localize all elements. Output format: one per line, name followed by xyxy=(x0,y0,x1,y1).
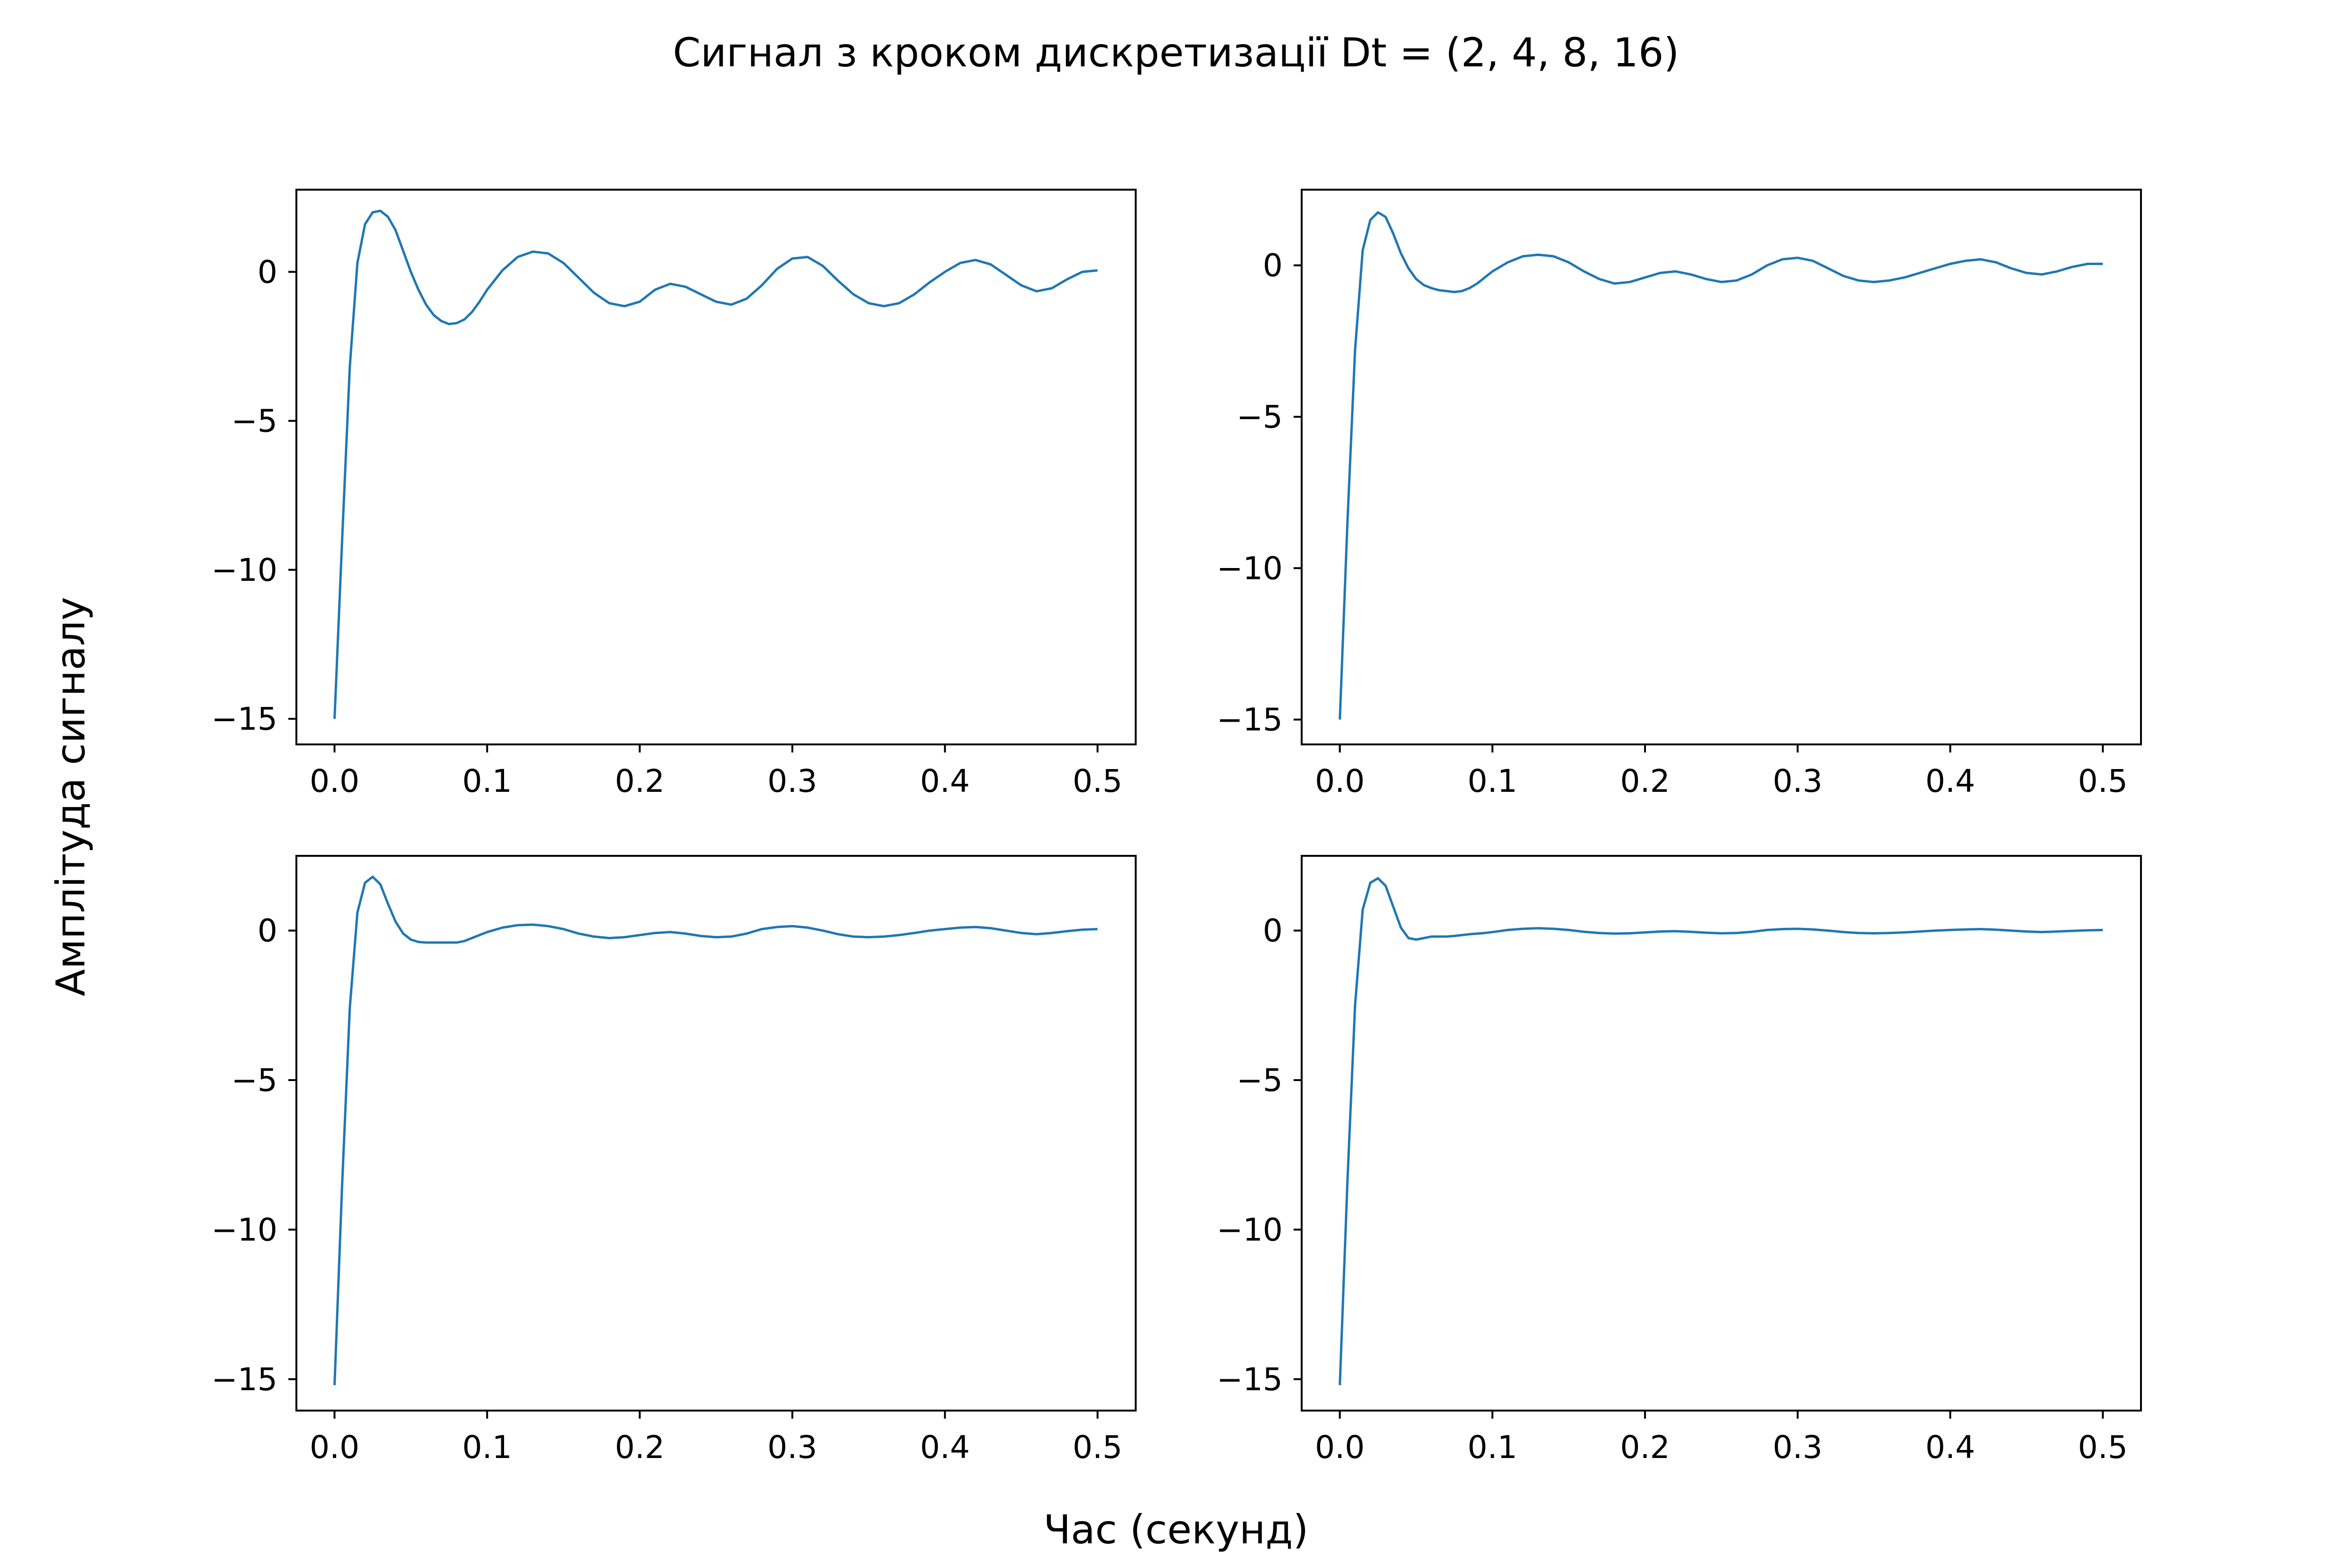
subplot-1-ytick-label: −15 xyxy=(211,701,277,737)
subplot-2-xtick-label: 0.4 xyxy=(1925,763,1975,799)
subplot-4-axes-frame xyxy=(1301,855,2142,1412)
subplot-4-series-line-1 xyxy=(1339,877,2103,1385)
subplot-4-ytick-label: 0 xyxy=(1263,913,1283,949)
subplot-1-series-line-1 xyxy=(333,210,1098,719)
subplot-2: 0.0 0.1 0.2 0.3 0.4 0.5 −15 −10 −5 0 xyxy=(1217,189,2142,799)
subplot-1-xtick-label: 0.4 xyxy=(920,763,970,799)
subplot-1-xtick-label: 0.1 xyxy=(462,763,512,799)
subplot-2-series-line-1 xyxy=(1339,211,2103,720)
subplots-grid: 0.0 0.1 0.2 0.3 0.4 0.5−15−10−500.0 0.1 0.2 0.3 0… xyxy=(211,189,2142,1466)
subplot-2-xtick-label: 0.0 xyxy=(1315,763,1365,799)
subplot-1-xtick-label: 0.5 xyxy=(1073,763,1122,799)
subplot-2-ytick-label: 0 xyxy=(1263,248,1283,284)
subplot-4-xtick-label: 0.1 xyxy=(1468,1429,1517,1466)
subplot-4-xtick-label: 0.5 xyxy=(2078,1429,2128,1466)
subplot-2-ytick-label: −10 xyxy=(1217,550,1283,587)
subplot-3-xtick-label: 0.4 xyxy=(920,1429,970,1466)
subplot-3-ytick-label: −5 xyxy=(231,1062,277,1099)
subplot-4-xtick-label: 0.0 xyxy=(1315,1429,1365,1466)
subplot-2-ytick-label: −15 xyxy=(1217,702,1283,738)
subplot-3: 0.0 0.1 0.2 0.3 0.4 0.5 −15 −10 −5 0 xyxy=(211,855,1137,1466)
subplot-3-axes-frame xyxy=(295,855,1137,1412)
subplot-2-xtick-label: 0.1 xyxy=(1468,763,1517,799)
subplot-1-xtick-label: 0.2 xyxy=(615,763,665,799)
subplot-1-xtick-label: 0.3 xyxy=(767,763,817,799)
subplot-4-ytick-label: −15 xyxy=(1217,1361,1283,1398)
subplot-4-ytick-label: −5 xyxy=(1237,1062,1283,1099)
subplot-4: 0.0 0.1 0.2 0.3 0.4 0.5 −15 −10 −5 0 xyxy=(1217,855,2142,1466)
figure-ylabel: Амплітуда сигналу xyxy=(47,597,94,996)
subplot-3-xtick-label: 0.5 xyxy=(1073,1429,1122,1466)
subplot-3-xtick-label: 0.1 xyxy=(462,1429,512,1466)
subplot-2-ytick-label: −5 xyxy=(1237,399,1283,435)
subplot-3-xtick-label: 0.2 xyxy=(615,1429,665,1466)
figure-xlabel: Час (секунд) xyxy=(1044,1506,1309,1553)
subplot-3-ytick-label: −10 xyxy=(211,1211,277,1248)
subplot-1-xtick-label: 0.0 xyxy=(310,763,359,799)
subplot-3-ytick-label: −15 xyxy=(211,1361,277,1398)
subplot-3-xtick-label: 0.0 xyxy=(310,1429,359,1466)
subplot-3-ytick-label: 0 xyxy=(257,913,277,949)
subplot-2-xtick-label: 0.3 xyxy=(1773,763,1822,799)
subplot-3-xtick-label: 0.3 xyxy=(767,1429,817,1466)
subplot-2-xtick-label: 0.2 xyxy=(1620,763,1670,799)
subplot-4-ytick-label: −10 xyxy=(1217,1211,1283,1248)
subplot-4-xtick-label: 0.4 xyxy=(1925,1429,1975,1466)
figure-title: Сигнал з кроком дискретизації Dt = (2, 4… xyxy=(673,29,1679,76)
subplot-2-xtick-label: 0.5 xyxy=(2078,763,2128,799)
subplot-1-axes-frame xyxy=(295,189,1137,745)
subplot-2-axes-frame xyxy=(1301,189,2142,745)
subplot-3-series-line-1 xyxy=(333,875,1098,1385)
subplot-1: 0.0 0.1 0.2 0.3 0.4 0.5 −15 −10 −5 0 xyxy=(211,189,1137,799)
subplot-1-ytick-label: 0 xyxy=(257,254,277,290)
subplot-4-xtick-label: 0.3 xyxy=(1773,1429,1822,1466)
subplot-4-xtick-label: 0.2 xyxy=(1620,1429,1670,1466)
subplot-1-ytick-label: −5 xyxy=(231,403,277,440)
subplot-1-ytick-label: −10 xyxy=(211,552,277,588)
